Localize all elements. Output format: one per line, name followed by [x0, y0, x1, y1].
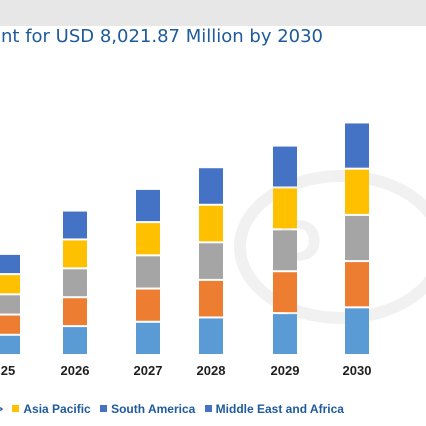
- bar-segment-2026-1: [63, 298, 87, 326]
- legend-entry-1: South America: [100, 402, 195, 416]
- bar-segment-2028-2: [199, 243, 223, 279]
- bar-segment-2028-1: [199, 280, 223, 317]
- legend-swatch-0: [12, 405, 20, 412]
- bar-segment-25-0: [0, 335, 20, 354]
- bar-segment-2030-2: [345, 215, 369, 261]
- bar-segment-2029-0: [273, 314, 297, 354]
- bar-segment-2026-0: [63, 327, 87, 354]
- bar-segment-2027-4: [136, 189, 160, 222]
- bar-segment-25-3: [0, 275, 20, 294]
- bar-segment-2030-0: [345, 308, 369, 354]
- bar-segment-2029-3: [273, 188, 297, 229]
- bar-segment-2026-2: [63, 269, 87, 297]
- top-band: [0, 0, 426, 26]
- bar-segment-2026-4: [63, 211, 87, 239]
- bar-segment-25-2: [0, 295, 20, 314]
- bar-segment-2027-2: [136, 256, 160, 288]
- legend-label-0: Asia Pacific: [23, 402, 91, 416]
- bar-segment-2030-4: [345, 123, 369, 168]
- bar-segment-2030-3: [345, 169, 369, 214]
- legend: > Asia Pacific South America Middle East…: [0, 402, 350, 416]
- bar-segment-2028-0: [199, 318, 223, 354]
- bar-segment-25-4: [0, 254, 20, 274]
- bar-segment-2029-2: [273, 230, 297, 271]
- legend-fragment: >: [0, 402, 3, 416]
- x-tick-label: 2028: [197, 363, 226, 378]
- legend-entry-0: Asia Pacific: [12, 402, 91, 416]
- bar-segment-2027-1: [136, 289, 160, 321]
- x-tick-label: 25: [1, 363, 15, 378]
- bar-segment-2028-3: [199, 205, 223, 242]
- x-tick-label: 2027: [134, 363, 163, 378]
- legend-label-1: South America: [111, 402, 196, 416]
- x-tick-label: 2030: [343, 363, 372, 378]
- bar-segment-2028-4: [199, 168, 223, 204]
- legend-label-2: Middle East and Africa: [215, 402, 344, 416]
- legend-swatch-2: [204, 405, 212, 412]
- bar-segment-2027-3: [136, 223, 160, 255]
- legend-swatch-1: [100, 405, 108, 412]
- legend-entry-2: Middle East and Africa: [204, 402, 344, 416]
- bars-group: [0, 123, 369, 354]
- bar-segment-25-1: [0, 315, 20, 334]
- x-tick-label: 2026: [61, 363, 90, 378]
- bar-segment-2029-4: [273, 146, 297, 187]
- bar-segment-2027-0: [136, 322, 160, 354]
- x-tick-label: 2029: [271, 363, 300, 378]
- bar-segment-2029-1: [273, 272, 297, 313]
- bar-segment-2030-1: [345, 262, 369, 307]
- x-axis-labels: 25 2026 2027 2028 2029 2030: [1, 363, 372, 378]
- chart-title: int for USD 8,021.87 Million by 2030: [0, 26, 324, 47]
- bar-segment-2026-3: [63, 240, 87, 268]
